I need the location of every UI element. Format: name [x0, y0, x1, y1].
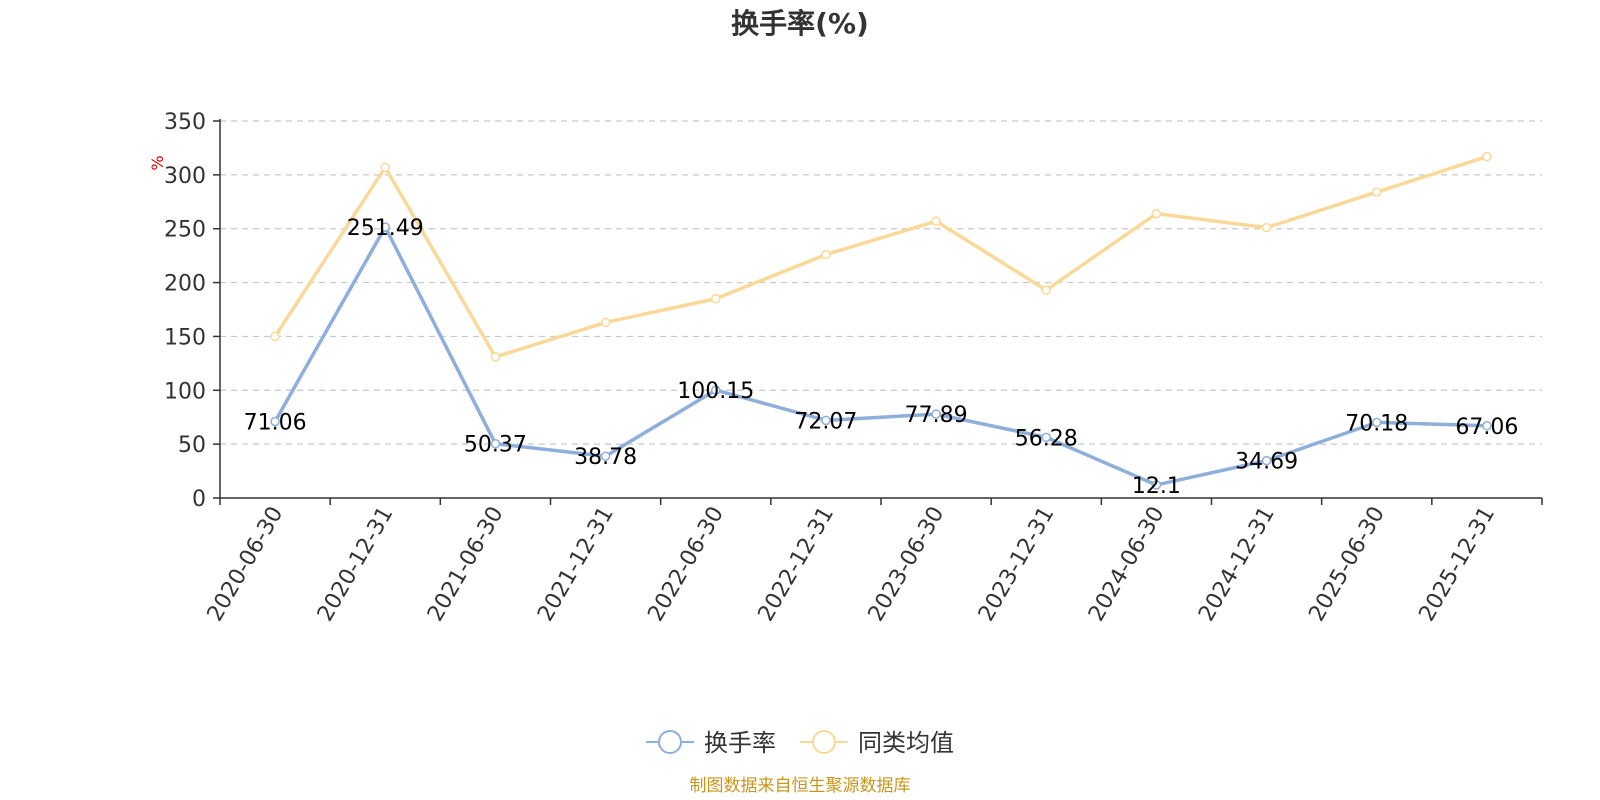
series-line: [273, 225, 1487, 487]
series-point: [490, 438, 501, 449]
legend-item[interactable]: 换手率: [646, 729, 776, 757]
series-point: [270, 331, 280, 342]
data-label: 100.15: [677, 379, 754, 404]
x-tick-label: 2021-06-30: [423, 503, 509, 626]
data-label: 72.07: [794, 409, 857, 434]
y-tick-label: 0: [192, 487, 206, 512]
data-label: 34.69: [1235, 450, 1298, 475]
legend-marker: [658, 730, 682, 754]
data-label: 251.49: [347, 216, 424, 241]
series-point: [1482, 151, 1492, 162]
y-axis-unit: %: [148, 155, 167, 170]
x-tick-label: 2025-06-30: [1304, 503, 1390, 626]
legend-marker: [812, 730, 836, 754]
x-tick-label: 2024-12-31: [1194, 503, 1280, 626]
series-point: [1041, 285, 1051, 295]
series-point: [380, 222, 390, 232]
series-point: [711, 385, 721, 395]
x-tick-label: 2021-12-31: [533, 503, 619, 626]
data-label: 67.06: [1455, 415, 1518, 440]
data-label: 50.37: [464, 433, 527, 458]
x-tick-label: 2022-06-30: [643, 503, 729, 626]
series-point: [1151, 208, 1162, 219]
data-labels: 71.06 251.49 50.37 38.78 100.15 72.07 77.89 56.…: [244, 216, 1519, 499]
series-point: [600, 451, 611, 461]
series-point: [1372, 417, 1382, 428]
data-label: 38.78: [574, 445, 637, 470]
series-point: [931, 409, 941, 419]
series-point: [931, 216, 941, 226]
series-point: [1482, 421, 1492, 431]
x-tick-label: 2020-12-31: [313, 503, 399, 626]
y-tick-label: 150: [164, 325, 206, 350]
series-layer: [270, 151, 1492, 490]
series-point: [270, 416, 280, 427]
data-label: 71.06: [244, 410, 307, 435]
x-tick-label: 2024-06-30: [1084, 503, 1170, 626]
series-point: [1041, 432, 1051, 443]
x-tick-label: 2025-12-31: [1415, 503, 1501, 626]
x-tick-label: 2022-12-31: [754, 503, 840, 626]
data-label: 56.28: [1015, 426, 1078, 451]
y-tick-label: 300: [164, 164, 206, 189]
legend-label: 换手率: [704, 729, 776, 757]
legend[interactable]: 换手率 同类均值: [646, 729, 954, 757]
data-label: 77.89: [905, 403, 968, 428]
series-point: [1372, 187, 1382, 197]
source-note: 制图数据来自恒生聚源数据库: [690, 776, 911, 796]
x-tick-label: 2023-12-31: [974, 503, 1060, 626]
series-point: [490, 352, 501, 362]
y-tick-label: 50: [178, 433, 206, 458]
grid-lines: [220, 120, 1542, 445]
data-label: 12.1: [1132, 474, 1181, 499]
data-label: 70.18: [1345, 411, 1408, 436]
legend-label: 同类均值: [858, 729, 954, 757]
x-tick-label: 2023-06-30: [864, 503, 950, 626]
series-point: [711, 293, 721, 304]
y-tick-label: 100: [164, 379, 206, 404]
series-point: [380, 162, 390, 173]
y-tick-label: 200: [164, 272, 206, 297]
chart-title: 换手率(%): [731, 7, 869, 40]
y-tick-label: 250: [164, 218, 206, 243]
series-line: [273, 154, 1488, 359]
series-point: [821, 249, 831, 260]
legend-item[interactable]: 同类均值: [800, 729, 954, 757]
series-point: [1151, 480, 1162, 490]
series-point: [600, 317, 611, 328]
y-tick-label: 350: [164, 110, 206, 135]
series-point: [821, 415, 831, 426]
series-point: [1261, 222, 1272, 233]
x-tick-label: 2020-06-30: [203, 503, 289, 626]
series-point: [1261, 455, 1272, 466]
